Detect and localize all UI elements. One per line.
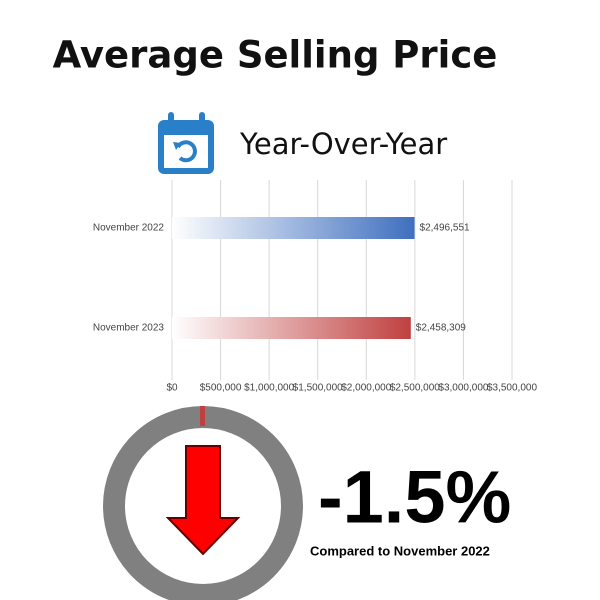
x-tick-label: $3,000,000 <box>438 383 488 394</box>
x-tick-label: $1,000,000 <box>244 383 294 394</box>
x-tick-label: $2,000,000 <box>341 383 391 394</box>
x-tick-label: $0 <box>166 383 178 394</box>
x-tick-label: $3,500,000 <box>487 383 537 394</box>
calendar-icon <box>158 112 214 174</box>
category-label: November 2023 <box>93 323 165 334</box>
value-label: $2,496,551 <box>420 223 470 234</box>
x-tick-label: $500,000 <box>200 383 242 394</box>
change-caption: Compared to November 2022 <box>310 543 490 558</box>
bar <box>172 217 415 239</box>
chart-subtitle: Year-Over-Year <box>239 127 447 161</box>
x-tick-label: $1,500,000 <box>293 383 343 394</box>
change-value: -1.5% <box>318 456 511 539</box>
value-label: $2,458,309 <box>416 323 466 334</box>
category-label: November 2022 <box>93 223 165 234</box>
x-tick-label: $2,500,000 <box>390 383 440 394</box>
chart-title: Average Selling Price <box>53 34 498 77</box>
bar <box>172 317 411 339</box>
donut <box>103 406 303 600</box>
